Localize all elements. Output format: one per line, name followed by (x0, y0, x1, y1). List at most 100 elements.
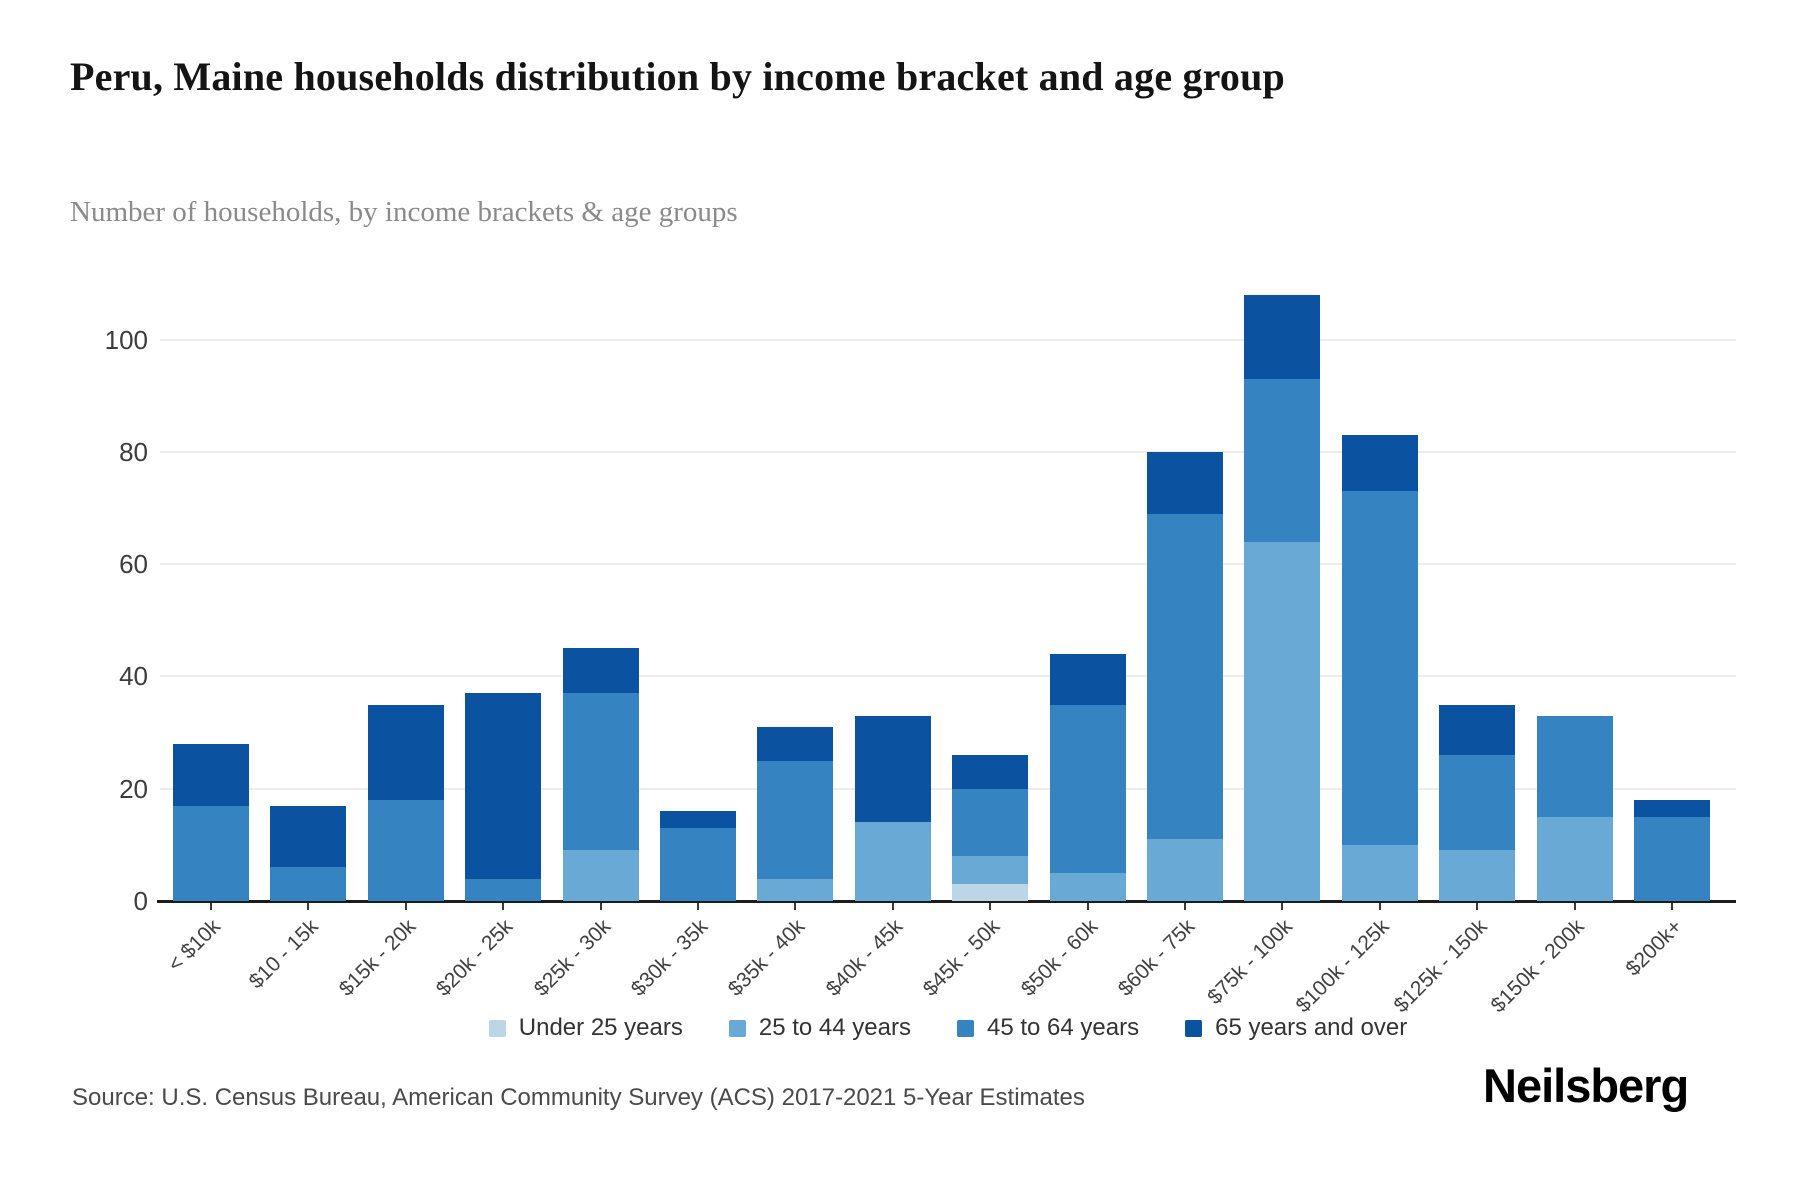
legend-item[interactable]: Under 25 years (488, 1014, 683, 1042)
x-axis-tick-label: $25k - 30k (529, 915, 615, 1001)
chart-title: Peru, Maine households distribution by i… (70, 54, 1286, 99)
x-axis-tick-label: $30k - 35k (626, 915, 713, 1001)
bar-segment[interactable] (1439, 755, 1516, 851)
bar-group[interactable] (270, 805, 347, 901)
x-axis-tick (1281, 903, 1284, 910)
gridline-80 (160, 450, 1736, 453)
legend-item[interactable]: 65 years and over (1185, 1014, 1407, 1042)
x-axis-tick (1476, 903, 1479, 910)
bar-segment[interactable] (1536, 715, 1613, 817)
x-axis-line (157, 900, 1736, 903)
legend: Under 25 years 25 to 44 years 45 to 64 yea… (160, 1014, 1736, 1042)
bar-segment[interactable] (1341, 844, 1418, 901)
legend-label: 45 to 64 years (986, 1014, 1140, 1041)
x-axis-tick (404, 903, 407, 910)
bar-segment[interactable] (1439, 850, 1516, 901)
bar-segment[interactable] (562, 693, 639, 851)
x-axis-tick-label: $125k - 150k (1389, 915, 1492, 1018)
bar-group[interactable] (854, 715, 931, 901)
bar-segment[interactable] (465, 878, 542, 901)
bar-group[interactable] (1244, 294, 1321, 901)
legend-swatch-icon (488, 1019, 506, 1037)
bar-segment[interactable] (1244, 294, 1321, 379)
bar-group[interactable] (367, 704, 444, 901)
bar-group[interactable] (562, 648, 639, 901)
bar-segment[interactable] (173, 743, 249, 806)
bar-segment[interactable] (1147, 513, 1223, 840)
bar-segment[interactable] (173, 805, 249, 901)
bar-segment[interactable] (1049, 872, 1126, 901)
bar-segment[interactable] (1634, 816, 1710, 901)
bar-segment[interactable] (1634, 799, 1710, 817)
bar-segment[interactable] (1341, 435, 1418, 492)
x-axis-tick-label: $150k - 200k (1486, 915, 1589, 1018)
bar-segment[interactable] (1049, 704, 1126, 873)
gridline-20 (160, 787, 1736, 790)
x-axis-tick-label: < $10k (163, 915, 226, 977)
bar-group[interactable] (173, 743, 249, 901)
bar-segment[interactable] (1244, 541, 1321, 901)
y-axis-tick-label: 0 (133, 886, 148, 916)
bar-segment[interactable] (854, 715, 931, 823)
bar-group[interactable] (757, 726, 834, 901)
bar-group[interactable] (465, 693, 542, 901)
brand-logo: Neilsberg (1483, 1059, 1689, 1112)
bar-group[interactable] (660, 811, 736, 901)
x-axis-tick (1184, 903, 1186, 910)
y-axis-tick-label: 40 (119, 661, 148, 692)
legend-item[interactable]: 45 to 64 years (956, 1014, 1140, 1042)
bar-segment[interactable] (1536, 816, 1613, 901)
x-axis-tick-label: $75k - 100k (1202, 915, 1297, 1009)
bar-segment[interactable] (952, 788, 1029, 857)
bar-segment[interactable] (952, 884, 1029, 901)
bar-segment[interactable] (1341, 491, 1418, 845)
y-axis-tick-label: 20 (119, 773, 148, 804)
legend-label: 65 years and over (1215, 1014, 1408, 1041)
bar-segment[interactable] (1049, 653, 1126, 705)
bar-group[interactable] (1634, 799, 1710, 901)
bar-segment[interactable] (1244, 378, 1321, 542)
bar-group[interactable] (1147, 451, 1223, 901)
x-axis-tick-label: $35k - 40k (724, 915, 810, 1001)
bar-segment[interactable] (367, 704, 444, 800)
bar-segment[interactable] (757, 760, 834, 879)
bar-group[interactable] (1536, 715, 1613, 901)
bar-segment[interactable] (952, 755, 1029, 789)
x-axis-tick-label: $45k - 50k (918, 915, 1005, 1001)
bar-segment[interactable] (757, 726, 834, 761)
legend-label: Under 25 years (518, 1014, 683, 1041)
bar-segment[interactable] (270, 867, 347, 901)
source-text: Source: U.S. Census Bureau, American Com… (72, 1084, 1085, 1111)
bar-segment[interactable] (854, 822, 931, 901)
bar-segment[interactable] (465, 693, 542, 879)
x-axis-tick-label: $200k+ (1620, 915, 1687, 981)
x-axis-tick-label: $40k - 45k (821, 915, 908, 1001)
bar-segment[interactable] (660, 811, 736, 829)
bar-segment[interactable] (757, 878, 834, 901)
gridline-60 (160, 563, 1736, 566)
bar-group[interactable] (1049, 653, 1126, 901)
bar-group[interactable] (1341, 435, 1418, 901)
x-axis-tick (210, 903, 212, 910)
bar-group[interactable] (952, 755, 1029, 901)
bar-segment[interactable] (562, 648, 639, 694)
bar-segment[interactable] (562, 850, 639, 901)
bar-segment[interactable] (952, 856, 1029, 885)
x-axis-tick-label: $10 - 15k (244, 915, 323, 994)
x-axis-tick (502, 903, 505, 910)
chart-subtitle: Number of households, by income brackets… (70, 196, 738, 228)
y-axis-tick-label: 100 (104, 324, 148, 355)
legend-label: 25 to 44 years (758, 1014, 911, 1041)
bar-segment[interactable] (270, 805, 347, 868)
bar-segment[interactable] (1147, 839, 1223, 901)
bar-segment[interactable] (1439, 704, 1516, 756)
bar-group[interactable] (1439, 704, 1516, 901)
y-axis-tick-label: 60 (119, 549, 148, 580)
bar-segment[interactable] (660, 828, 736, 901)
x-axis-tick (1573, 903, 1576, 910)
x-axis-tick (794, 903, 797, 910)
x-axis-tick (1086, 903, 1089, 910)
legend-item[interactable]: 25 to 44 years (728, 1014, 911, 1042)
bar-segment[interactable] (367, 799, 444, 901)
bar-segment[interactable] (1147, 451, 1223, 514)
